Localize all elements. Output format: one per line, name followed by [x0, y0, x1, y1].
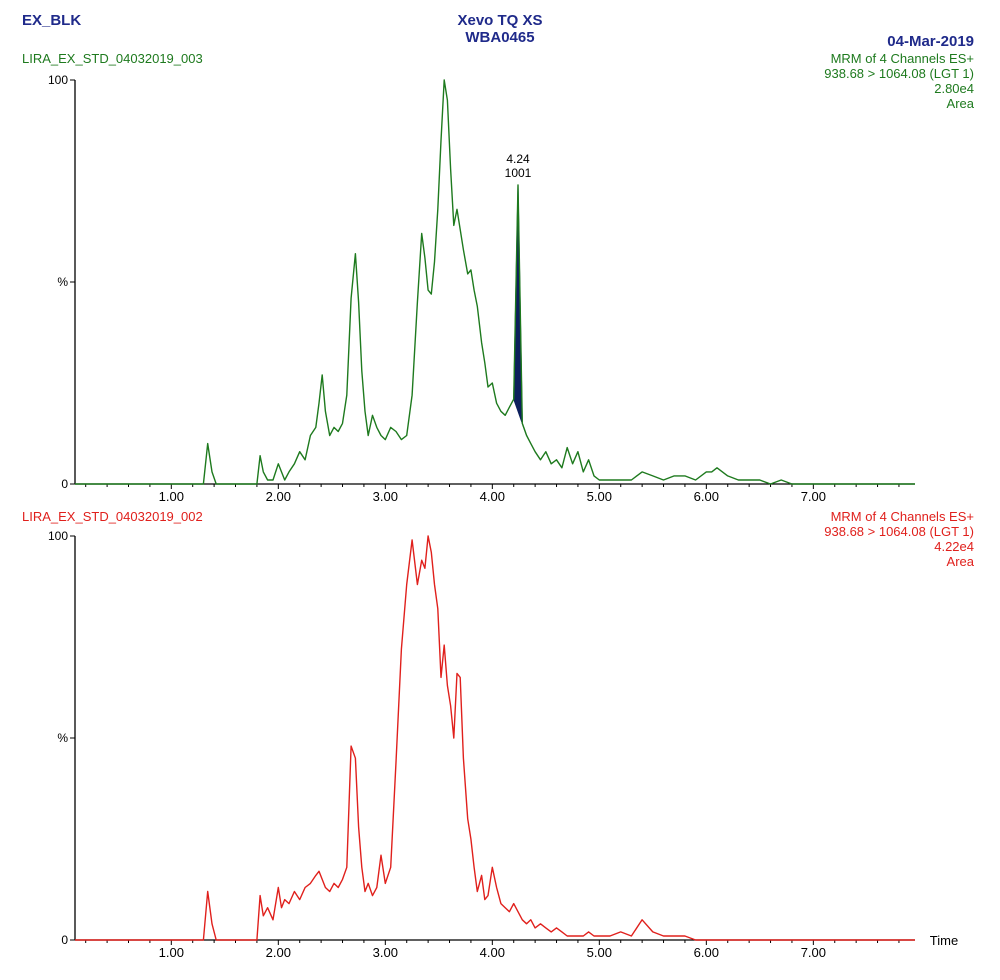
- sample-name: EX_BLK: [22, 12, 82, 29]
- bottom-trace-transition: 938.68 > 1064.08 (LGT 1): [824, 524, 974, 539]
- top-x-tick-label: 4.00: [480, 489, 505, 504]
- top-peak-area-label: 1001: [505, 166, 532, 180]
- bottom-trace-channel: MRM of 4 Channels ES+: [830, 509, 974, 524]
- instrument-name: Xevo TQ XS: [457, 12, 543, 29]
- bottom-x-tick-label: 3.00: [373, 945, 398, 960]
- bottom-x-tick-label: 2.00: [266, 945, 291, 960]
- bottom-trace-mode: Area: [946, 554, 974, 569]
- top-x-tick-label: 3.00: [373, 489, 398, 504]
- bottom-y-tick-label: 100: [48, 529, 68, 543]
- top-trace-line: [75, 79, 915, 485]
- top-trace-mode: Area: [946, 96, 974, 111]
- top-trace-transition: 938.68 > 1064.08 (LGT 1): [824, 66, 974, 81]
- bottom-x-tick-label: 6.00: [694, 945, 719, 960]
- bottom-trace-line: [75, 535, 915, 941]
- acquisition-date: 04-Mar-2019: [887, 33, 974, 50]
- bottom-y-tick-label: 0: [61, 933, 68, 947]
- top-x-tick-label: 6.00: [694, 489, 719, 504]
- bottom-trace-info: MRM of 4 Channels ES+ 938.68 > 1064.08 (…: [824, 509, 974, 569]
- top-peak-rt-label: 4.24: [506, 152, 530, 166]
- top-x-tick-label: 2.00: [266, 489, 291, 504]
- bottom-trace-name: LIRA_EX_STD_04032019_002: [22, 509, 203, 524]
- bottom-x-tick-label: 7.00: [801, 945, 826, 960]
- bottom-x-tick-label: 5.00: [587, 945, 612, 960]
- top-y-tick-label: 0: [61, 477, 68, 491]
- top-trace-channel: MRM of 4 Channels ES+: [830, 51, 974, 66]
- bottom-x-tick-label: 4.00: [480, 945, 505, 960]
- top-x-tick-label: 7.00: [801, 489, 826, 504]
- top-x-tick-label: 1.00: [159, 489, 184, 504]
- instrument-header: Xevo TQ XS WBA0465: [400, 12, 600, 46]
- top-trace-intensity: 2.80e4: [934, 81, 974, 96]
- top-y-tick-label: 100: [48, 73, 68, 87]
- bottom-y-tick-label: %: [57, 731, 68, 745]
- x-axis-title: Time: [930, 933, 958, 948]
- top-trace-info: MRM of 4 Channels ES+ 938.68 > 1064.08 (…: [824, 51, 974, 111]
- bottom-x-tick-label: 1.00: [159, 945, 184, 960]
- top-x-tick-label: 5.00: [587, 489, 612, 504]
- instrument-id: WBA0465: [465, 29, 535, 46]
- top-trace-name: LIRA_EX_STD_04032019_003: [22, 51, 203, 66]
- top-y-tick-label: %: [57, 275, 68, 289]
- bottom-trace-intensity: 4.22e4: [934, 539, 974, 554]
